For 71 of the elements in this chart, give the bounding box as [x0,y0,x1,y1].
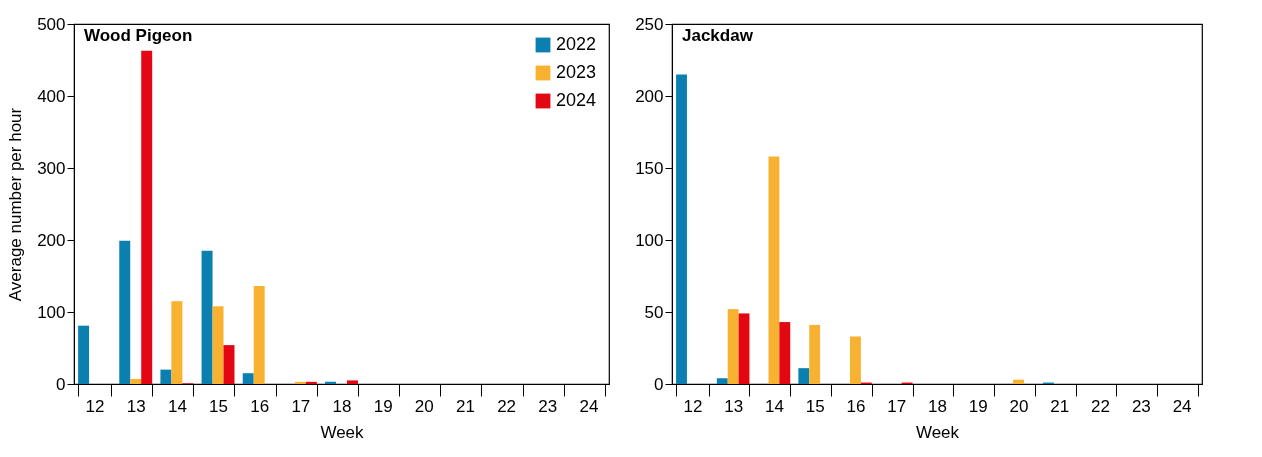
x-tick-label: 19 [968,396,988,416]
x-tick-label: 23 [538,396,558,416]
bar [171,301,183,384]
bar [242,373,254,384]
y-tick-label: 200 [635,86,664,106]
bar [779,322,791,384]
bar [346,380,358,384]
x-axis-title: Week [915,422,960,442]
x-tick-label: 18 [332,396,352,416]
x-tick-label: 13 [126,396,146,416]
x-tick-label: 22 [1091,396,1111,416]
x-tick-label: 15 [805,396,825,416]
x-tick-label: 24 [1172,396,1192,416]
x-tick-label: 14 [167,396,187,416]
bar [212,306,224,384]
bar [253,286,265,384]
y-tick-label: 100 [37,302,66,322]
legend-label: 2022 [556,34,597,54]
y-tick-label: 150 [635,158,664,178]
bar [160,369,172,384]
x-tick-label: 21 [456,396,475,416]
x-tick-label: 20 [1009,396,1029,416]
bar [798,368,810,384]
x-tick-label: 12 [683,396,703,416]
y-tick-label: 300 [37,158,66,178]
bar [325,381,337,384]
bar [223,345,235,384]
x-tick-label: 14 [764,396,784,416]
y-tick-label: 100 [635,230,664,250]
bar [294,381,306,384]
chart-title: Jackdaw [682,26,754,45]
bar [305,381,317,384]
x-tick-label: 17 [291,396,311,416]
bar [141,50,153,384]
x-tick-label: 16 [250,396,270,416]
bar [768,156,780,384]
y-tick-label: 0 [654,374,664,394]
chart-title: Wood Pigeon [84,26,193,45]
bar [809,324,821,384]
y-tick-label: 200 [37,230,66,250]
bar [738,313,750,384]
bar [1013,379,1024,384]
y-tick-label: 250 [635,14,664,34]
x-tick-label: 18 [928,396,947,416]
bar [727,309,739,384]
y-tick-label: 400 [37,86,66,106]
x-tick-label: 20 [414,396,434,416]
x-tick-label: 22 [497,396,517,416]
legend-label: 2024 [556,90,597,110]
x-tick-label: 12 [85,396,105,416]
y-axis-title: Average number per hour [6,107,26,302]
x-tick-label: 24 [579,396,599,416]
x-tick-label: 16 [846,396,866,416]
y-tick-label: 0 [56,374,66,394]
x-tick-label: 17 [887,396,907,416]
x-axis-title: Week [320,422,365,442]
bar [716,378,728,384]
x-tick-label: 13 [724,396,744,416]
bar [130,378,142,384]
bar [119,240,131,384]
x-tick-label: 23 [1131,396,1151,416]
bar [78,325,90,384]
x-tick-label: 15 [209,396,228,416]
legend-label: 2023 [556,62,597,82]
bar [676,74,687,384]
x-tick-label: 21 [1050,396,1070,416]
y-tick-label: 500 [37,14,66,34]
bar [850,336,861,384]
x-tick-label: 19 [373,396,393,416]
y-tick-label: 50 [644,302,664,322]
bar [201,250,213,384]
